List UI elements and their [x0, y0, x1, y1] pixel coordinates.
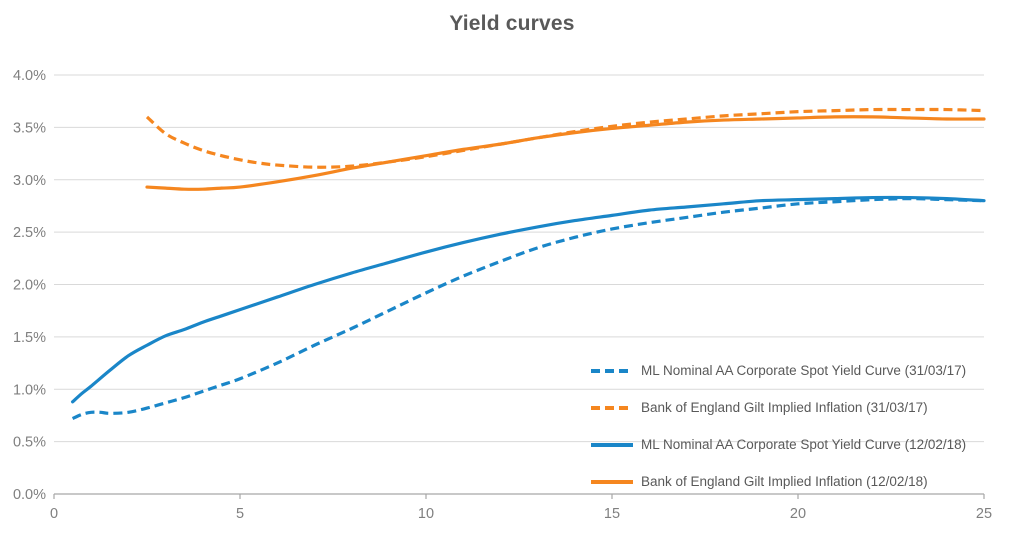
legend-label: ML Nominal AA Corporate Spot Yield Curve… [641, 363, 967, 378]
chart-legend: ML Nominal AA Corporate Spot Yield Curve… [590, 361, 966, 509]
x-tick-label: 10 [418, 506, 434, 522]
legend-line-sample-dashed [591, 406, 633, 410]
x-tick-label: 0 [50, 506, 58, 522]
legend-item-2: Bank of England Gilt Implied Inflation (… [590, 398, 966, 418]
x-tick-label: 5 [236, 506, 244, 522]
x-tick-label: 15 [604, 506, 620, 522]
legend-item-1: ML Nominal AA Corporate Spot Yield Curve… [590, 361, 966, 381]
y-tick-label: 0.0% [13, 487, 46, 503]
legend-line-sample-solid [591, 480, 633, 484]
legend-line-sample-solid [591, 443, 633, 447]
legend-label: ML Nominal AA Corporate Spot Yield Curve… [641, 437, 967, 452]
series-line-dashed-orange [145, 107, 985, 169]
x-tick-label: 25 [976, 506, 992, 522]
y-tick-label: 3.0% [13, 173, 46, 189]
y-tick-label: 1.0% [13, 382, 46, 398]
y-tick-label: 2.0% [13, 278, 46, 294]
legend-item-3: ML Nominal AA Corporate Spot Yield Curve… [590, 435, 966, 455]
x-tick-label: 20 [790, 506, 806, 522]
y-tick-label: 4.0% [13, 68, 46, 84]
legend-line-sample-dashed [591, 369, 633, 373]
series-line-solid-blue [71, 195, 986, 404]
y-tick-label: 2.5% [13, 225, 46, 241]
y-tick-label: 1.5% [13, 330, 46, 346]
chart-title: Yield curves [449, 12, 575, 35]
legend-item-4: Bank of England Gilt Implied Inflation (… [590, 472, 966, 492]
y-tick-label: 3.5% [13, 120, 46, 136]
legend-label: Bank of England Gilt Implied Inflation (… [641, 474, 928, 489]
y-tick-label: 0.5% [13, 435, 46, 451]
legend-label: Bank of England Gilt Implied Inflation (… [641, 400, 928, 415]
series-line-dashed-blue [71, 197, 985, 421]
